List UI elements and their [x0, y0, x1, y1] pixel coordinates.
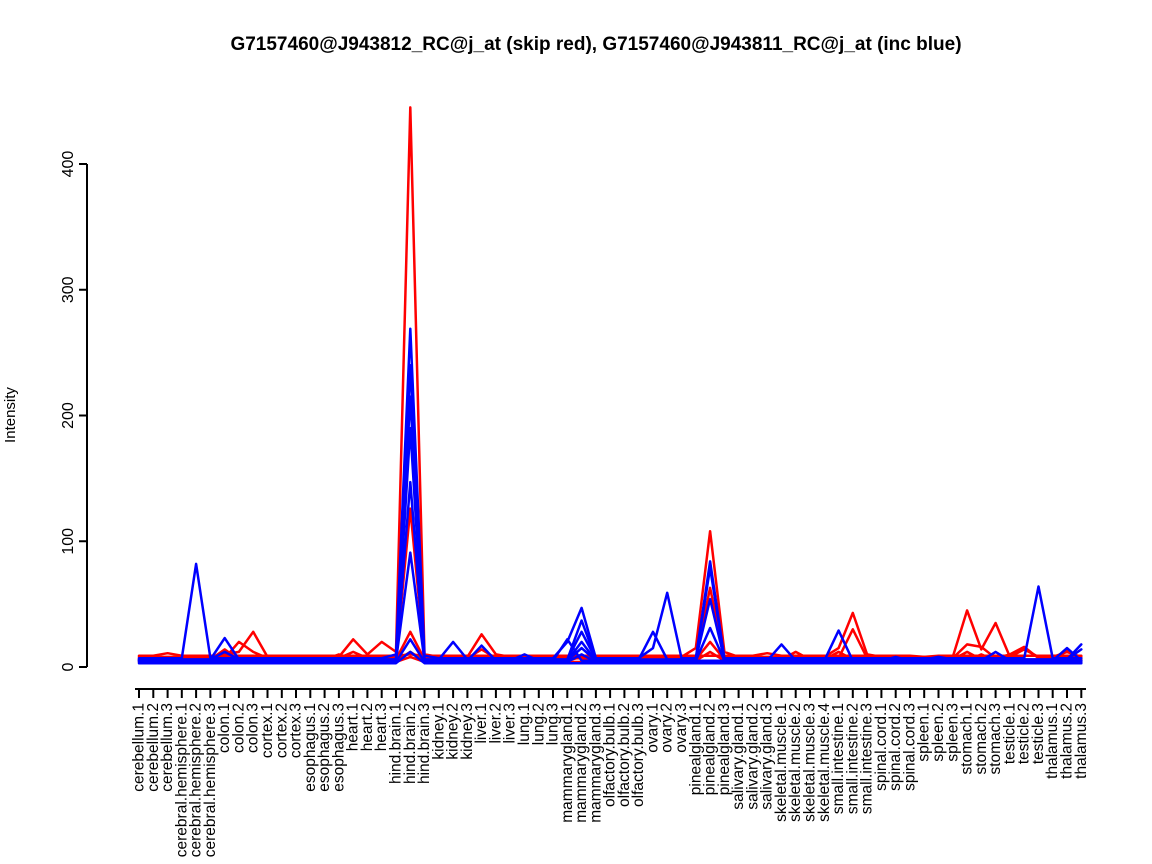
- x-tick-label: kidney.3: [459, 703, 476, 760]
- x-tick-label: thalamus.2: [1059, 703, 1076, 779]
- series-line-inc-4: [137, 426, 1083, 662]
- x-tick-label: cerebellum.2: [145, 703, 162, 792]
- x-tick-label: colon.2: [230, 703, 247, 753]
- series-line-inc-6: [137, 551, 1083, 662]
- x-tick-label: thalamus.1: [1044, 703, 1061, 779]
- axes: [79, 163, 1086, 698]
- x-tick-label: small.intestine.2: [844, 703, 861, 814]
- x-tick-label: olfactory.bulb.3: [630, 703, 647, 807]
- x-tick-label: ovary.1: [645, 703, 662, 753]
- x-tick-label: skeletal.muscle.2: [787, 703, 804, 822]
- x-tick-label: esophagus.1: [302, 703, 319, 792]
- x-tick-label: colon.1: [216, 703, 233, 753]
- x-tick-label: mammarygland.3: [587, 703, 604, 823]
- x-tick-label: lung.2: [530, 703, 547, 745]
- x-tick-label: liver.3: [502, 703, 519, 744]
- series-lines: [137, 106, 1083, 665]
- x-tick-label: esophagus.2: [316, 703, 333, 792]
- y-tick-label: 0: [60, 662, 77, 671]
- x-tick-label: pinealgland.3: [716, 703, 733, 795]
- x-tick-label: olfactory.bulb.2: [616, 703, 633, 807]
- x-tick-label: spinal.cord.1: [873, 703, 890, 791]
- x-tick-label: spleen.2: [930, 703, 947, 762]
- x-tick-label: esophagus.3: [330, 703, 347, 792]
- y-tick-label: 200: [60, 402, 77, 429]
- x-tick-label: spleen.3: [944, 703, 961, 762]
- x-tick-label: heart.1: [345, 703, 362, 751]
- x-tick-label: liver.1: [473, 703, 490, 744]
- x-tick-label: skeletal.muscle.3: [802, 703, 819, 822]
- x-tick-label: cerebral.hemisphere.2: [188, 703, 205, 857]
- x-tick-label: cortex.1: [259, 703, 276, 758]
- x-tick-label: small.intestine.1: [830, 703, 847, 814]
- x-tick-label: testicle.1: [1001, 703, 1018, 764]
- x-tick-label: hind.brain.1: [388, 703, 405, 784]
- x-tick-label: pinealgland.2: [702, 703, 719, 795]
- x-tick-label: cerebellum.3: [159, 703, 176, 792]
- series-line-skip-2: [137, 507, 1083, 660]
- series-line-inc-3: [137, 395, 1083, 661]
- x-tick-label: kidney.2: [445, 703, 462, 760]
- x-tick-label: cerebellum.1: [131, 703, 148, 792]
- x-tick-label: spinal.cord.3: [902, 703, 919, 791]
- y-tick-label: 100: [60, 528, 77, 555]
- x-tick-label: salivary.gland.1: [730, 703, 747, 810]
- x-tick-label: salivary.gland.2: [744, 703, 761, 810]
- x-tick-label: small.intestine.3: [859, 703, 876, 814]
- chart-title: G7157460@J943812_RC@j_at (skip red), G71…: [230, 34, 962, 55]
- series-line-inc-2: [137, 363, 1083, 661]
- x-tick-label: colon.3: [245, 703, 262, 753]
- x-axis: [135, 688, 1086, 698]
- x-tick-label: skeletal.muscle.1: [773, 703, 790, 822]
- x-tick-label: stomach.3: [987, 703, 1004, 775]
- x-tick-label: hind.brain.2: [402, 703, 419, 784]
- series-line-inc-5: [137, 480, 1083, 662]
- x-tick-label: cerebral.hemisphere.1: [173, 703, 190, 857]
- x-tick-label: salivary.gland.3: [759, 703, 776, 810]
- x-tick-label: liver.2: [487, 703, 504, 744]
- x-tick-label: stomach.2: [973, 703, 990, 775]
- x-tick-label: lung.1: [516, 703, 533, 745]
- x-tick-label: pinealgland.1: [687, 703, 704, 795]
- series-line-skip-1: [137, 106, 1083, 659]
- x-tick-label: heart.3: [373, 703, 390, 751]
- x-tick-label: mammarygland.2: [573, 703, 590, 823]
- x-tick-labels: cerebellum.1cerebellum.2cerebellum.3cere…: [131, 703, 1090, 858]
- y-axis: [79, 163, 88, 668]
- x-tick-label: spleen.1: [916, 703, 933, 762]
- x-tick-label: lung.3: [545, 703, 562, 745]
- x-tick-label: olfactory.bulb.1: [602, 703, 619, 807]
- x-tick-label: mammarygland.1: [559, 703, 576, 823]
- y-tick-labels: 0 100 200 300 400: [60, 151, 77, 672]
- x-tick-label: cerebral.hemisphere.3: [202, 703, 219, 857]
- x-tick-label: testicle.2: [1016, 703, 1033, 764]
- x-tick-label: skeletal.muscle.4: [816, 703, 833, 822]
- y-tick-label: 300: [60, 276, 77, 303]
- x-tick-label: ovary.2: [659, 703, 676, 753]
- x-tick-label: spinal.cord.2: [887, 703, 904, 791]
- x-tick-label: cortex.2: [273, 703, 290, 758]
- y-tick-label: 400: [60, 151, 77, 178]
- x-tick-label: hind.brain.3: [416, 703, 433, 784]
- x-tick-label: testicle.3: [1030, 703, 1047, 764]
- x-tick-label: stomach.1: [959, 703, 976, 775]
- y-axis-title: Intensity: [2, 387, 19, 443]
- series-line-inc-8: [137, 650, 1083, 665]
- series-line-skip-5: [137, 651, 1083, 659]
- x-tick-label: cortex.3: [288, 703, 305, 758]
- x-tick-label: ovary.3: [673, 703, 690, 753]
- x-tick-label: thalamus.3: [1073, 703, 1090, 779]
- x-tick-label: kidney.1: [430, 703, 447, 760]
- x-tick-label: heart.2: [359, 703, 376, 751]
- series-line-inc-1: [137, 327, 1083, 660]
